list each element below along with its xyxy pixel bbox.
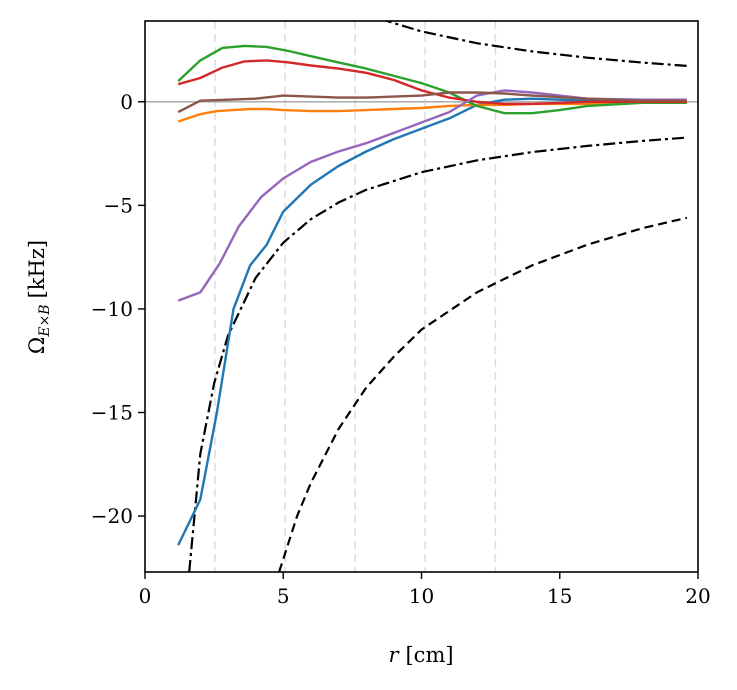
y-tick-label-4: −20 (91, 504, 133, 528)
reference-dashdot-upper (383, 21, 687, 67)
reference-curves (188, 21, 688, 572)
y-tick-label-1: −5 (104, 193, 133, 217)
data-series (177, 44, 687, 546)
x-tick-label-5: 5 (277, 584, 290, 608)
y-tick-label-0: 0 (120, 90, 133, 114)
reference-dashdot-lower (188, 136, 687, 572)
y-axis-label: ΩE×B[kHz] (25, 240, 53, 354)
x-tick-label-20: 20 (685, 584, 710, 608)
y-tick-label-3: −15 (91, 401, 133, 425)
series-red (177, 59, 687, 106)
x-tick-label-0: 0 (139, 584, 152, 608)
x-axis-label: r [cm] (388, 643, 453, 667)
series-green (177, 44, 687, 115)
reference-dashed (278, 216, 688, 572)
x-tick-label-15: 15 (547, 584, 572, 608)
y-tick-label-2: −10 (91, 297, 133, 321)
y-axis-ticks: 0 −5 −10 −15 −20 (91, 90, 145, 528)
grid-lines (145, 21, 698, 572)
x-tick-label-10: 10 (409, 584, 434, 608)
series-blue (177, 97, 687, 546)
series-purple (177, 89, 687, 302)
series-brown (177, 91, 687, 114)
x-axis-ticks: 0 5 10 15 20 (139, 572, 711, 608)
